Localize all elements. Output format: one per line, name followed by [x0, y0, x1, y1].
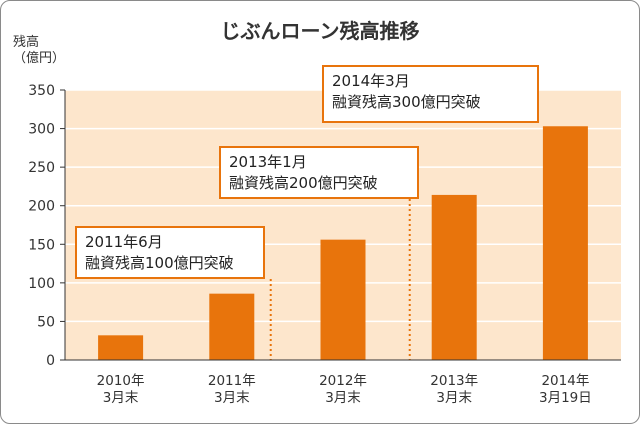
- y-tick-label: 200: [28, 199, 55, 215]
- annotation-2011-date: 2011年6月: [85, 233, 163, 251]
- y-tick-label: 350: [28, 83, 55, 99]
- annotation-2011-text: 融資残高100億円突破: [85, 254, 234, 272]
- y-tick-label: 250: [28, 160, 55, 176]
- x-category-label: 3月末: [325, 390, 361, 406]
- bar: [542, 126, 588, 360]
- annotation-2013-date: 2013年1月: [229, 153, 307, 171]
- x-category-label: 2012年: [319, 373, 367, 389]
- y-tick-label: 150: [28, 237, 55, 253]
- annotation-2011: 2011年6月 融資残高100億円突破: [75, 226, 265, 279]
- x-axis-labels: 2010年3月末2011年3月末2012年3月末2013年3月末2014年3月1…: [97, 373, 592, 406]
- y-tick-label: 300: [28, 122, 55, 138]
- y-axis-unit-line1: 残高: [13, 35, 40, 50]
- milestone-markers: [269, 199, 411, 360]
- annotation-2014: 2014年3月 融資残高300億円突破: [322, 65, 539, 123]
- y-axis-unit-label: 残高 （億円）: [13, 35, 77, 67]
- x-category-label: 3月19日: [539, 390, 592, 406]
- bars: [98, 126, 588, 360]
- x-category-label: 3月末: [436, 390, 472, 406]
- x-category-label: 2013年: [430, 373, 478, 389]
- y-tick-label: 0: [46, 353, 55, 369]
- y-axis-ticks: 0 50 100 150 200 250 300 350: [28, 83, 65, 369]
- x-category-label: 2014年: [541, 373, 589, 389]
- x-category-label: 3月末: [103, 390, 139, 406]
- y-axis-unit-line2: （億円）: [13, 51, 66, 66]
- bar: [431, 194, 477, 360]
- annotation-2014-date: 2014年3月: [332, 72, 410, 90]
- y-tick-label: 50: [37, 314, 55, 330]
- x-category-label: 3月末: [214, 390, 250, 406]
- annotation-2013: 2013年1月 融資残高200億円突破: [219, 146, 419, 199]
- annotation-2013-text: 融資残高200億円突破: [229, 174, 378, 192]
- bar: [320, 239, 366, 360]
- chart-title: じぶんローン残高推移: [220, 19, 420, 43]
- bar: [98, 335, 144, 360]
- x-category-label: 2010年: [97, 373, 145, 389]
- x-category-label: 2011年: [208, 373, 256, 389]
- annotation-2014-text: 融資残高300億円突破: [332, 93, 481, 111]
- bar: [209, 293, 255, 360]
- y-tick-label: 100: [28, 276, 55, 292]
